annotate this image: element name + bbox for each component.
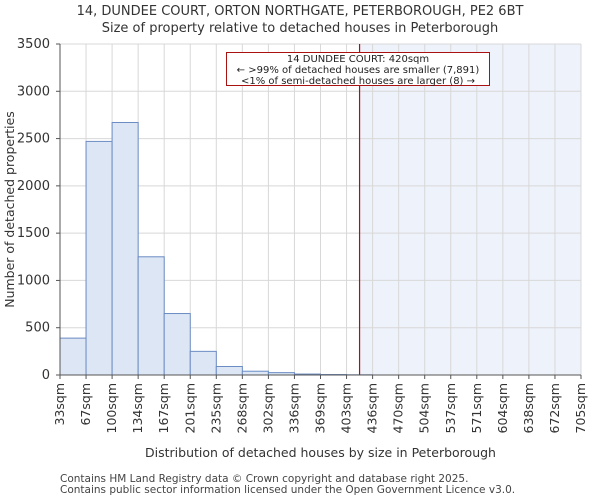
x-tick-label: 235sqm (208, 383, 223, 433)
annotation-line-1: 14 DUNDEE COURT: 420sqm (286, 54, 430, 65)
annotation-line-3: <1% of semi-detached houses are larger (… (240, 76, 476, 87)
x-tick-label: 537sqm (443, 383, 458, 433)
y-tick-label: 3500 (17, 37, 50, 52)
x-tick-label: 33sqm (52, 383, 67, 426)
x-axis-label: Distribution of detached houses by size … (145, 445, 496, 460)
x-tick-label: 705sqm (573, 383, 588, 433)
y-tick-label: 1500 (17, 226, 50, 241)
x-tick-label: 504sqm (417, 383, 432, 433)
x-tick-label: 403sqm (339, 383, 354, 433)
x-tick-label: 100sqm (104, 383, 119, 433)
chart-subtitle: Size of property relative to detached ho… (101, 21, 499, 36)
footer-licence: Contains public sector information licen… (60, 484, 516, 496)
annotation-line-2: ← >99% of detached houses are smaller (7… (236, 65, 480, 76)
histogram-bar (215, 365, 243, 376)
y-tick-label: 0 (42, 368, 50, 383)
x-tick-label: 336sqm (286, 383, 301, 433)
marker-annotation: 14 DUNDEE COURT: 420sqm ← >99% of detach… (226, 52, 490, 87)
x-tick-label: 134sqm (130, 383, 145, 433)
histogram-bar (189, 350, 217, 376)
x-tick-label: 167sqm (156, 383, 171, 433)
x-tick-label: 436sqm (365, 383, 380, 433)
x-tick-label: 604sqm (495, 383, 510, 433)
larger-region-shade (359, 44, 581, 375)
y-tick-label: 500 (25, 321, 50, 336)
x-tick-label: 470sqm (391, 383, 406, 433)
histogram-bar (163, 313, 191, 376)
histogram-bar (241, 370, 269, 376)
footer-copyright: Contains HM Land Registry data © Crown c… (60, 473, 469, 485)
x-tick-label: 369sqm (313, 383, 328, 433)
histogram-bar (85, 140, 113, 376)
histogram-bar (59, 337, 87, 376)
y-tick-label: 2500 (17, 132, 50, 147)
x-tick-label: 672sqm (547, 383, 562, 433)
y-tick-label: 3000 (17, 84, 50, 99)
x-tick-label: 638sqm (521, 383, 536, 433)
y-tick-label: 1000 (17, 273, 50, 288)
x-tick-label: 67sqm (78, 383, 93, 426)
x-tick-label: 571sqm (469, 383, 484, 433)
chart-title: 14, DUNDEE COURT, ORTON NORTHGATE, PETER… (76, 4, 524, 19)
y-tick-label: 2000 (17, 179, 50, 194)
x-tick-label: 268sqm (234, 383, 249, 433)
y-axis-label: Number of detached properties (2, 111, 17, 308)
x-tick-label: 302sqm (260, 383, 275, 433)
histogram-bar (111, 121, 139, 376)
histogram-bar (137, 256, 165, 376)
x-tick-label: 201sqm (182, 383, 197, 433)
